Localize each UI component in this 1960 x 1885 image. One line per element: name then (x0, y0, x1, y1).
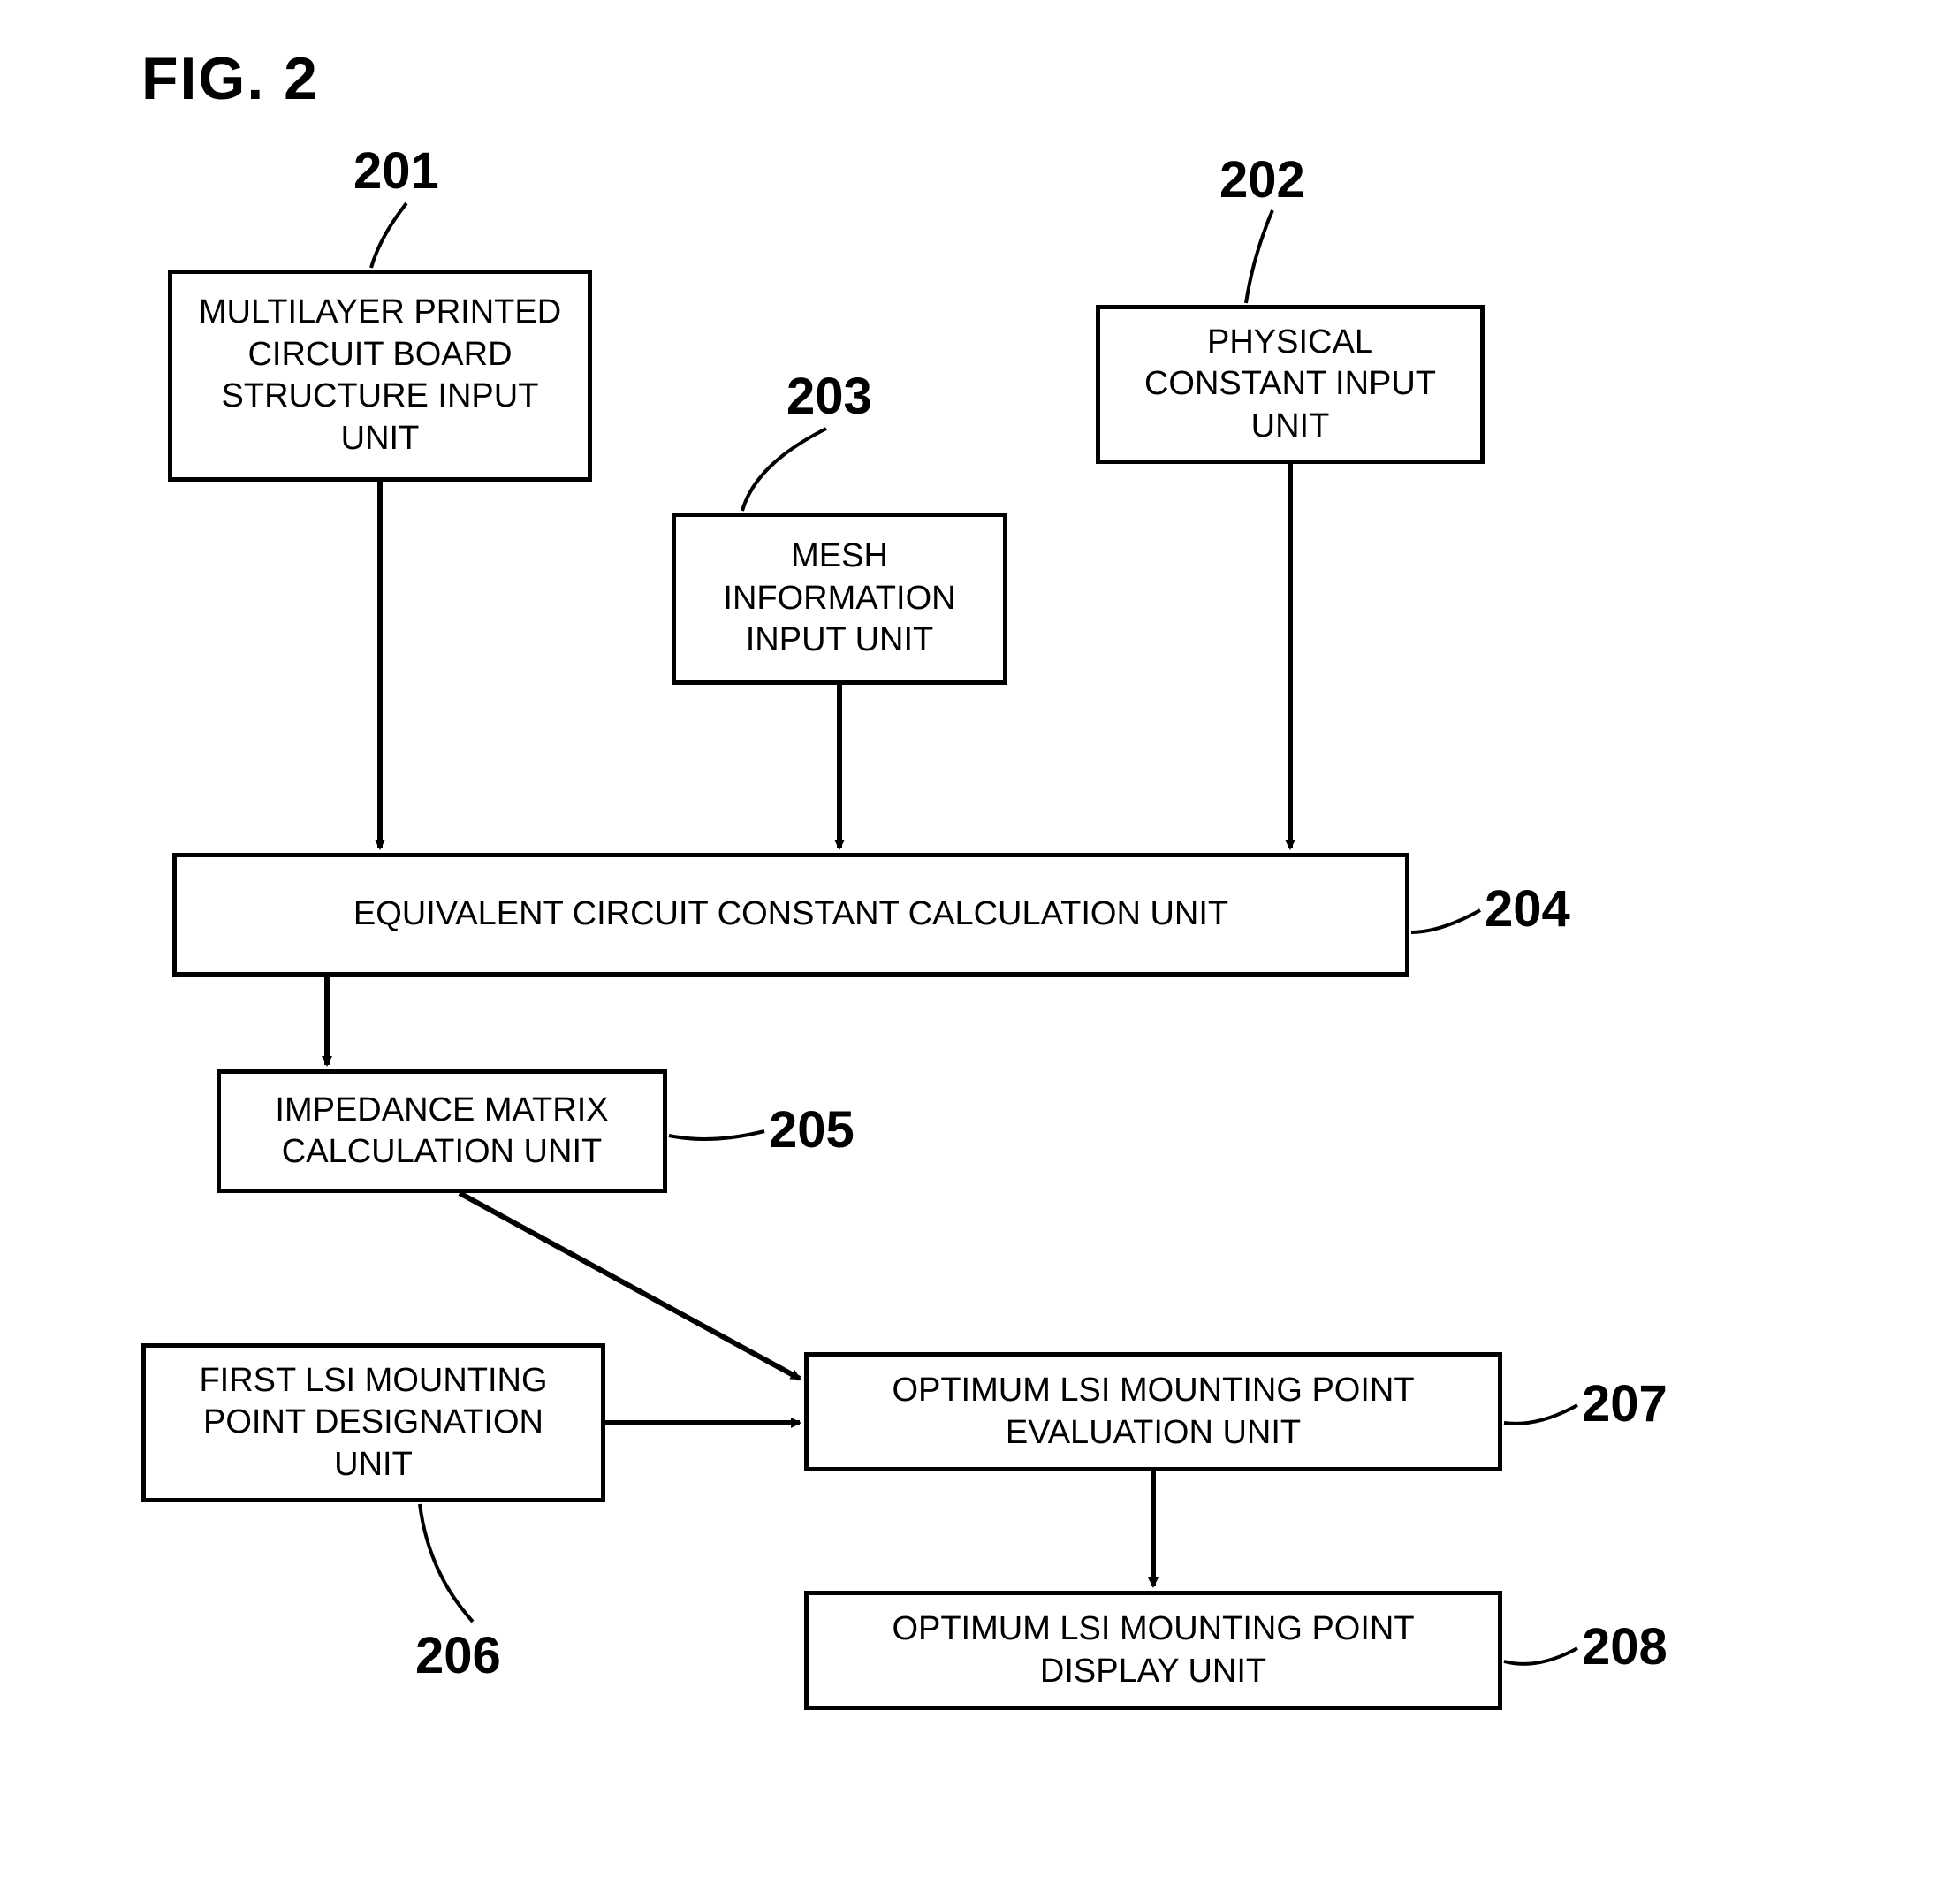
ref-208: 208 (1582, 1617, 1668, 1676)
ref-204: 204 (1485, 879, 1570, 939)
ref-206: 206 (415, 1626, 501, 1685)
ref-207: 207 (1582, 1374, 1668, 1433)
ref-202: 202 (1219, 150, 1305, 209)
block-205: IMPEDANCE MATRIX CALCULATION UNIT (217, 1069, 667, 1193)
leader-201 (371, 203, 406, 268)
block-201: MULTILAYER PRINTED CIRCUIT BOARD STRUCTU… (168, 270, 592, 482)
leader-202 (1246, 210, 1272, 303)
ref-201: 201 (353, 141, 439, 201)
leader-204 (1411, 910, 1480, 932)
figure-title: FIG. 2 (141, 44, 319, 113)
block-204: EQUIVALENT CIRCUIT CONSTANT CALCULATION … (172, 853, 1409, 977)
block-207: OPTIMUM LSI MOUNTING POINT EVALUATION UN… (804, 1352, 1502, 1471)
leader-206 (420, 1504, 473, 1622)
block-202: PHYSICAL CONSTANT INPUT UNIT (1096, 305, 1485, 464)
ref-203: 203 (786, 367, 872, 426)
block-206: FIRST LSI MOUNTING POINT DESIGNATION UNI… (141, 1343, 605, 1502)
leader-208 (1504, 1648, 1577, 1664)
leader-205 (669, 1131, 764, 1139)
block-203: MESH INFORMATION INPUT UNIT (672, 513, 1007, 685)
leader-203 (742, 429, 826, 511)
ref-205: 205 (769, 1100, 855, 1159)
block-208: OPTIMUM LSI MOUNTING POINT DISPLAY UNIT (804, 1591, 1502, 1710)
diagram-canvas: FIG. 2 MULTILAYER PRINTED CIRCUIT BOARD … (0, 0, 1960, 1885)
leader-207 (1504, 1405, 1577, 1424)
